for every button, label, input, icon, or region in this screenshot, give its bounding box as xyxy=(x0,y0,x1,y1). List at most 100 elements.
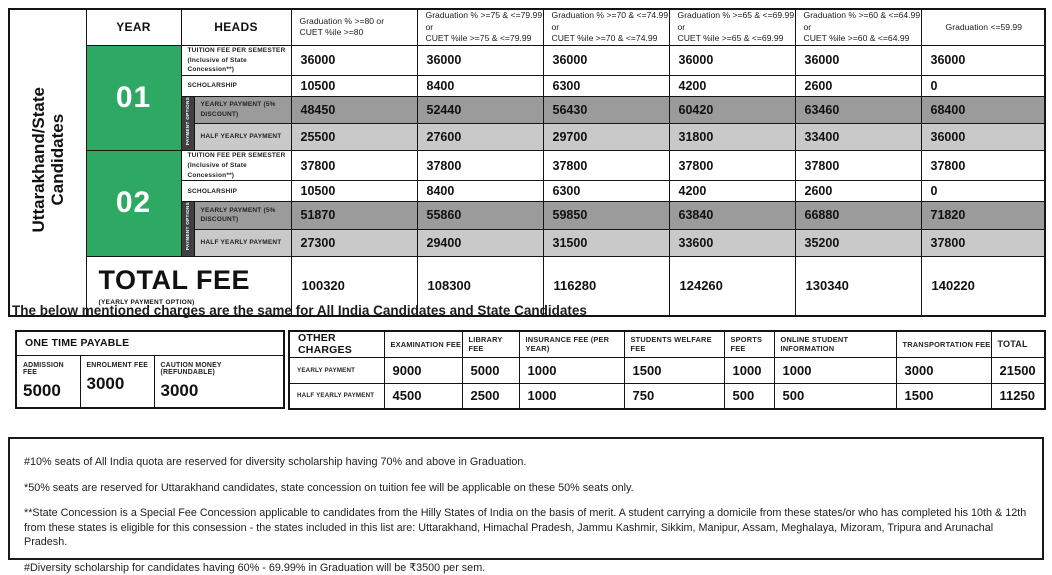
examination-fee-header: EXAMINATION FEE xyxy=(383,330,463,358)
fee-value: 8400 xyxy=(416,75,544,98)
caution-money-cell: CAUTION MONEY (REFUNDABLE) 3000 xyxy=(153,354,285,409)
year-02-badge: 02 xyxy=(85,150,182,257)
fee-value: 2600 xyxy=(794,75,922,98)
bracket-header-70: Graduation % >=70 & <=74.99 or CUET %ile… xyxy=(542,8,670,46)
candidates-side-label: Uttarakhand/State Candidates xyxy=(28,87,67,233)
total-fee-value: 130340 xyxy=(794,255,922,317)
one-time-payable-title: ONE TIME PAYABLE xyxy=(15,330,285,356)
row-label-yearly-y1: YEARLY PAYMENT (5% DISCOUNT) xyxy=(193,96,292,125)
other-charge-value: 3000 xyxy=(895,356,992,384)
row-label-yearly-y2: YEARLY PAYMENT (5% DISCOUNT) xyxy=(193,201,292,230)
yearly-payment-row-label: YEARLY PAYMENT xyxy=(288,356,385,384)
other-charge-total-value: 11250 xyxy=(990,382,1046,410)
total-header: TOTAL xyxy=(990,330,1046,358)
caution-money-value: 3000 xyxy=(160,380,199,400)
fee-value: 60420 xyxy=(668,96,796,125)
fee-value: 36000 xyxy=(416,44,544,77)
admission-fee-value: 5000 xyxy=(23,380,61,400)
fee-value: 68400 xyxy=(920,96,1046,125)
row-label-half-yearly-y2: HALF YEARLY PAYMENT xyxy=(193,228,292,257)
bracket-header-65: Graduation % >=65 & <=69.99 or CUET %ile… xyxy=(668,8,796,46)
note-diversity-scholarship: #Diversity scholarship for candidates ha… xyxy=(24,561,486,574)
other-charge-value: 4500 xyxy=(383,382,463,410)
heads-column-header: HEADS xyxy=(180,8,292,46)
fee-value: 10500 xyxy=(290,75,418,98)
payment-options-label: PAYMENT OPTIONS xyxy=(185,97,190,146)
bracket-header-below-60: Graduation <=59.99 xyxy=(920,8,1046,46)
row-label-half-yearly-y1: HALF YEARLY PAYMENT xyxy=(193,123,292,152)
year-01-badge: 01 xyxy=(85,44,182,152)
fee-value: 59850 xyxy=(542,201,670,230)
library-fee-header: LIBRARY FEE xyxy=(461,330,520,358)
fee-value: 36000 xyxy=(542,44,670,77)
fee-value: 71820 xyxy=(920,201,1046,230)
fee-value: 35200 xyxy=(794,228,922,257)
fee-value: 37800 xyxy=(794,150,922,182)
fee-value: 4200 xyxy=(668,180,796,203)
fee-value: 36000 xyxy=(794,44,922,77)
other-charge-value: 1000 xyxy=(773,356,897,384)
fee-value: 27300 xyxy=(290,228,418,257)
fee-value: 37800 xyxy=(920,228,1046,257)
fee-value: 0 xyxy=(920,75,1046,98)
note-diversity-quota: #10% seats of All India quota are reserv… xyxy=(24,456,527,468)
enrolment-fee-label: ENROLMENT FEE xyxy=(86,361,149,369)
fee-value: 0 xyxy=(920,180,1046,203)
fee-value: 52440 xyxy=(416,96,544,125)
other-charge-value: 500 xyxy=(773,382,897,410)
bracket-header-80: Graduation % >=80 or CUET %ile >=80 xyxy=(290,8,418,46)
notes-box: #10% seats of All India quota are reserv… xyxy=(8,437,1044,574)
online-student-information-header: ONLINE STUDENT INFORMATION xyxy=(773,330,897,358)
fee-value: 29400 xyxy=(416,228,544,257)
row-label-scholarship-y1: SCHOLARSHIP xyxy=(180,75,292,98)
total-fee-value: 116280 xyxy=(542,255,670,317)
section-title: The below mentioned charges are the same… xyxy=(12,303,587,318)
fee-value: 2600 xyxy=(794,180,922,203)
caution-money-label: CAUTION MONEY (REFUNDABLE) xyxy=(160,361,222,376)
other-charge-value: 1000 xyxy=(723,356,775,384)
total-fee-label-cell: TOTAL FEE (YEARLY PAYMENT OPTION) xyxy=(85,255,292,317)
fee-value: 36000 xyxy=(668,44,796,77)
fee-value: 36000 xyxy=(920,123,1046,152)
fee-value: 10500 xyxy=(290,180,418,203)
note-reserved-seats: *50% seats are reserved for Uttarakhand … xyxy=(24,481,634,494)
bracket-header-60: Graduation % >=60 & <=64.99 or CUET %ile… xyxy=(794,8,922,46)
other-charges-title: OTHER CHARGES xyxy=(288,330,385,358)
total-fee-subtitle: (YEARLY PAYMENT OPTION) xyxy=(98,299,195,307)
fee-value: 63460 xyxy=(794,96,922,125)
total-fee-value: 108300 xyxy=(416,255,544,317)
payment-options-label: PAYMENT OPTIONS xyxy=(185,202,190,251)
fee-value: 66880 xyxy=(794,201,922,230)
payment-options-strip-y2: PAYMENT OPTIONS xyxy=(180,201,195,257)
fee-value: 37800 xyxy=(668,150,796,182)
other-charge-value: 1000 xyxy=(518,356,625,384)
total-fee-value: 100320 xyxy=(290,255,418,317)
fee-value: 25500 xyxy=(290,123,418,152)
transportation-fee-header: TRANSPORTATION FEE xyxy=(895,330,992,358)
year-column-header: YEAR xyxy=(85,8,182,46)
row-label-tuition-y1: TUITION FEE PER SEMESTER (Inclusive of S… xyxy=(180,44,292,77)
note-state-concession: **State Concession is a Special Fee Conc… xyxy=(24,507,1027,549)
fee-value: 8400 xyxy=(416,180,544,203)
fee-value: 36000 xyxy=(920,44,1046,77)
fee-value: 6300 xyxy=(542,75,670,98)
fee-value: 31500 xyxy=(542,228,670,257)
fee-value: 37800 xyxy=(920,150,1046,182)
fee-value: 33400 xyxy=(794,123,922,152)
insurance-fee-header: INSURANCE FEE (PER YEAR) xyxy=(518,330,625,358)
bracket-header-75: Graduation % >=75 & <=79.99 or CUET %ile… xyxy=(416,8,544,46)
other-charge-value: 1500 xyxy=(895,382,992,410)
other-charge-value: 1000 xyxy=(518,382,625,410)
enrolment-fee-cell: ENROLMENT FEE 3000 xyxy=(79,354,155,409)
fee-value: 29700 xyxy=(542,123,670,152)
other-charge-value: 500 xyxy=(723,382,775,410)
fee-value: 63840 xyxy=(668,201,796,230)
other-charge-value: 1500 xyxy=(623,356,725,384)
one-time-payable-table: ONE TIME PAYABLE ADMISSION FEE 5000 ENRO… xyxy=(15,330,286,409)
fee-table-section: Uttarakhand/State Candidates YEAR HEADS … xyxy=(8,8,1047,318)
admission-fee-label: ADMISSION FEE xyxy=(23,361,64,376)
fee-value: 51870 xyxy=(290,201,418,230)
other-charges-table: OTHER CHARGES EXAMINATION FEE LIBRARY FE… xyxy=(288,330,1046,410)
sports-fee-header: SPORTS FEE xyxy=(723,330,775,358)
other-charge-value: 750 xyxy=(623,382,725,410)
